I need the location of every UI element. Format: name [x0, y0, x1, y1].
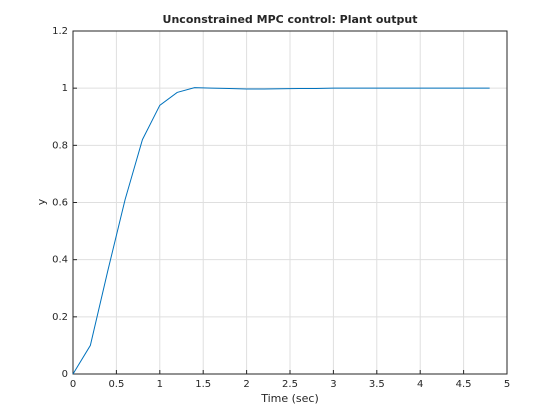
x-tick-label: 0.5	[108, 379, 124, 390]
x-tick-label: 1.5	[195, 379, 211, 390]
x-tick-label: 3	[330, 379, 336, 390]
y-tick-label: 0.2	[52, 312, 68, 323]
x-tick-label: 5	[504, 379, 510, 390]
y-tick-label: 0.8	[52, 140, 68, 151]
line	[72, 87, 490, 375]
x-tick-label: 1	[157, 379, 163, 390]
x-tick-label: 2.5	[282, 379, 298, 390]
x-tick-label: 3.5	[369, 379, 385, 390]
y-tick-label: 0	[62, 369, 68, 380]
chart-title: Unconstrained MPC control: Plant output	[163, 13, 418, 26]
x-tick-label: 0	[70, 379, 76, 390]
y-axis-label: y	[35, 198, 48, 205]
y-tick-label: 1	[62, 83, 68, 94]
x-tick-label: 2	[243, 379, 249, 390]
x-axis-label: Time (sec)	[260, 392, 319, 405]
y-tick-label: 1.2	[52, 26, 68, 37]
x-tick-label: 4.5	[456, 379, 472, 390]
axes-box	[72, 30, 508, 375]
y-tick-label: 0.4	[52, 255, 68, 266]
y-tick-label: 0.6	[52, 198, 68, 209]
x-tick-label: 4	[417, 379, 423, 390]
